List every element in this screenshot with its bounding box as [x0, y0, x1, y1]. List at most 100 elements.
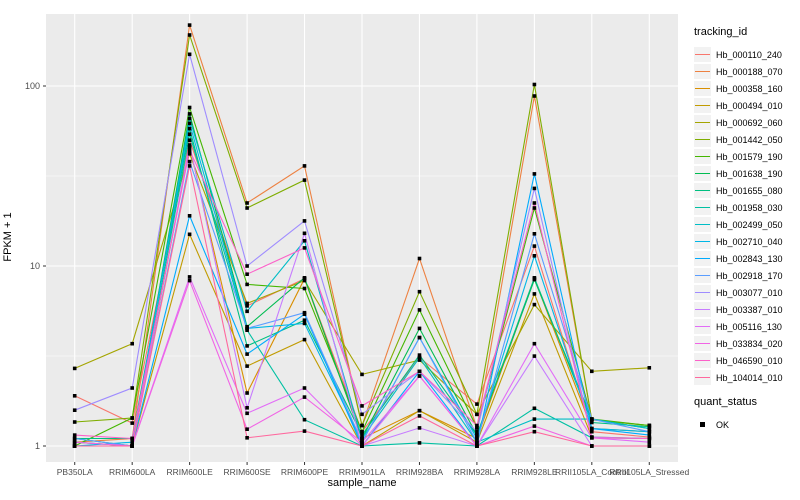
legend-color-line — [695, 292, 710, 293]
data-point — [475, 426, 479, 430]
legend-item-Hb_001442_050: Hb_001442_050 — [694, 131, 800, 148]
data-point — [532, 406, 537, 411]
legend-label: Hb_001655_080 — [716, 185, 783, 196]
legend-key-swatch — [694, 217, 711, 232]
data-point — [532, 172, 537, 176]
legend-item-Hb_003077_010: Hb_003077_010 — [694, 284, 800, 301]
data-point — [187, 121, 192, 126]
data-point — [72, 366, 77, 371]
data-point — [475, 440, 479, 444]
legend-item-Hb_002918_170: Hb_002918_170 — [694, 267, 800, 284]
legend-color-line — [695, 105, 710, 106]
legend-key-swatch — [694, 166, 711, 181]
data-point — [187, 278, 192, 283]
data-point — [532, 206, 537, 210]
x-tick-label: RRIM901LA — [339, 467, 386, 477]
data-point — [187, 126, 192, 131]
data-point — [360, 440, 364, 444]
data-point — [130, 440, 134, 444]
legend-label: Hb_033834_020 — [716, 338, 783, 349]
legend-color-line — [695, 156, 710, 157]
legend-items: Hb_000110_240 Hb_000188_070 Hb_000358_160 H… — [688, 46, 800, 386]
data-point — [72, 420, 77, 424]
data-point — [302, 386, 307, 390]
legend-item-Hb_002499_050: Hb_002499_050 — [694, 216, 800, 233]
legend-label: Hb_003387_010 — [716, 304, 783, 315]
legend-color-line — [695, 224, 710, 225]
data-point — [187, 164, 192, 168]
data-point — [245, 304, 249, 308]
legend-key-swatch — [694, 132, 711, 147]
legend-label: Hb_000692_060 — [716, 117, 783, 128]
legend-color-line — [695, 309, 710, 310]
data-point — [187, 116, 192, 121]
legend-label: Hb_000358_160 — [716, 83, 783, 94]
legend-item-Hb_002843_130: Hb_002843_130 — [694, 250, 800, 267]
legend-label: Hb_002710_040 — [716, 236, 783, 247]
data-point — [130, 416, 134, 420]
legend-key-swatch — [694, 115, 711, 130]
x-tick-label: RRIM600SE — [223, 467, 271, 477]
data-point — [245, 201, 249, 205]
data-point — [302, 246, 307, 250]
data-point — [647, 366, 652, 370]
data-point — [245, 309, 249, 314]
legend-label: Hb_002843_130 — [716, 253, 783, 264]
legend-key-swatch — [694, 200, 711, 215]
data-point — [245, 391, 249, 395]
x-tick-label: RRIM928LE — [511, 467, 558, 477]
legend-item-Hb_104014_010: Hb_104014_010 — [694, 369, 800, 386]
data-point — [187, 33, 192, 37]
data-point — [590, 429, 594, 434]
data-point — [417, 353, 422, 357]
legend-color-line — [695, 71, 710, 72]
data-point — [187, 112, 192, 116]
data-point — [302, 164, 307, 168]
legend-key-swatch — [694, 336, 711, 351]
legend-item-Hb_001638_190: Hb_001638_190 — [694, 165, 800, 182]
legend-key-swatch — [694, 370, 711, 385]
data-point — [532, 244, 537, 248]
data-point — [417, 335, 422, 340]
tracking-id-legend: tracking_id Hb_000110_240 Hb_000188_070 Hb… — [688, 26, 800, 386]
data-point — [532, 292, 537, 296]
legend-item-Hb_000358_160: Hb_000358_160 — [694, 80, 800, 97]
x-tick-label: PB350LA — [57, 467, 93, 477]
legend-key-swatch — [694, 64, 711, 79]
x-axis-title: sample_name — [327, 477, 397, 489]
quant-legend-items: OK — [688, 416, 800, 433]
data-point — [360, 412, 364, 417]
legend-color-line — [695, 122, 710, 123]
data-point — [417, 374, 422, 378]
data-point — [532, 341, 537, 346]
legend-label: Hb_001638_190 — [716, 168, 783, 179]
data-point — [187, 105, 192, 110]
data-point — [532, 429, 537, 434]
legend-label: Hb_000110_240 — [716, 49, 782, 60]
data-point — [187, 159, 192, 164]
data-point — [590, 369, 594, 374]
data-point — [475, 433, 479, 437]
data-point — [417, 289, 422, 294]
data-point — [130, 386, 134, 390]
legend-color-line — [695, 360, 710, 361]
legend-label: Hb_000494_010 — [716, 100, 783, 111]
data-point — [302, 276, 307, 280]
data-point — [532, 354, 537, 358]
data-point — [417, 355, 422, 360]
data-point — [360, 444, 364, 448]
quant-legend-title: quant_status — [694, 396, 757, 408]
legend-item-Hb_003387_010: Hb_003387_010 — [694, 301, 800, 318]
data-point — [647, 440, 652, 444]
data-point — [302, 178, 307, 182]
legend-key-swatch — [694, 285, 711, 300]
data-point — [72, 408, 77, 412]
data-point — [532, 201, 537, 205]
legend-item-Hb_000494_010: Hb_000494_010 — [694, 97, 800, 114]
legend-key-swatch — [694, 98, 711, 113]
data-point — [532, 186, 537, 191]
data-point — [187, 52, 192, 57]
data-point — [417, 256, 422, 261]
data-point — [532, 276, 537, 280]
